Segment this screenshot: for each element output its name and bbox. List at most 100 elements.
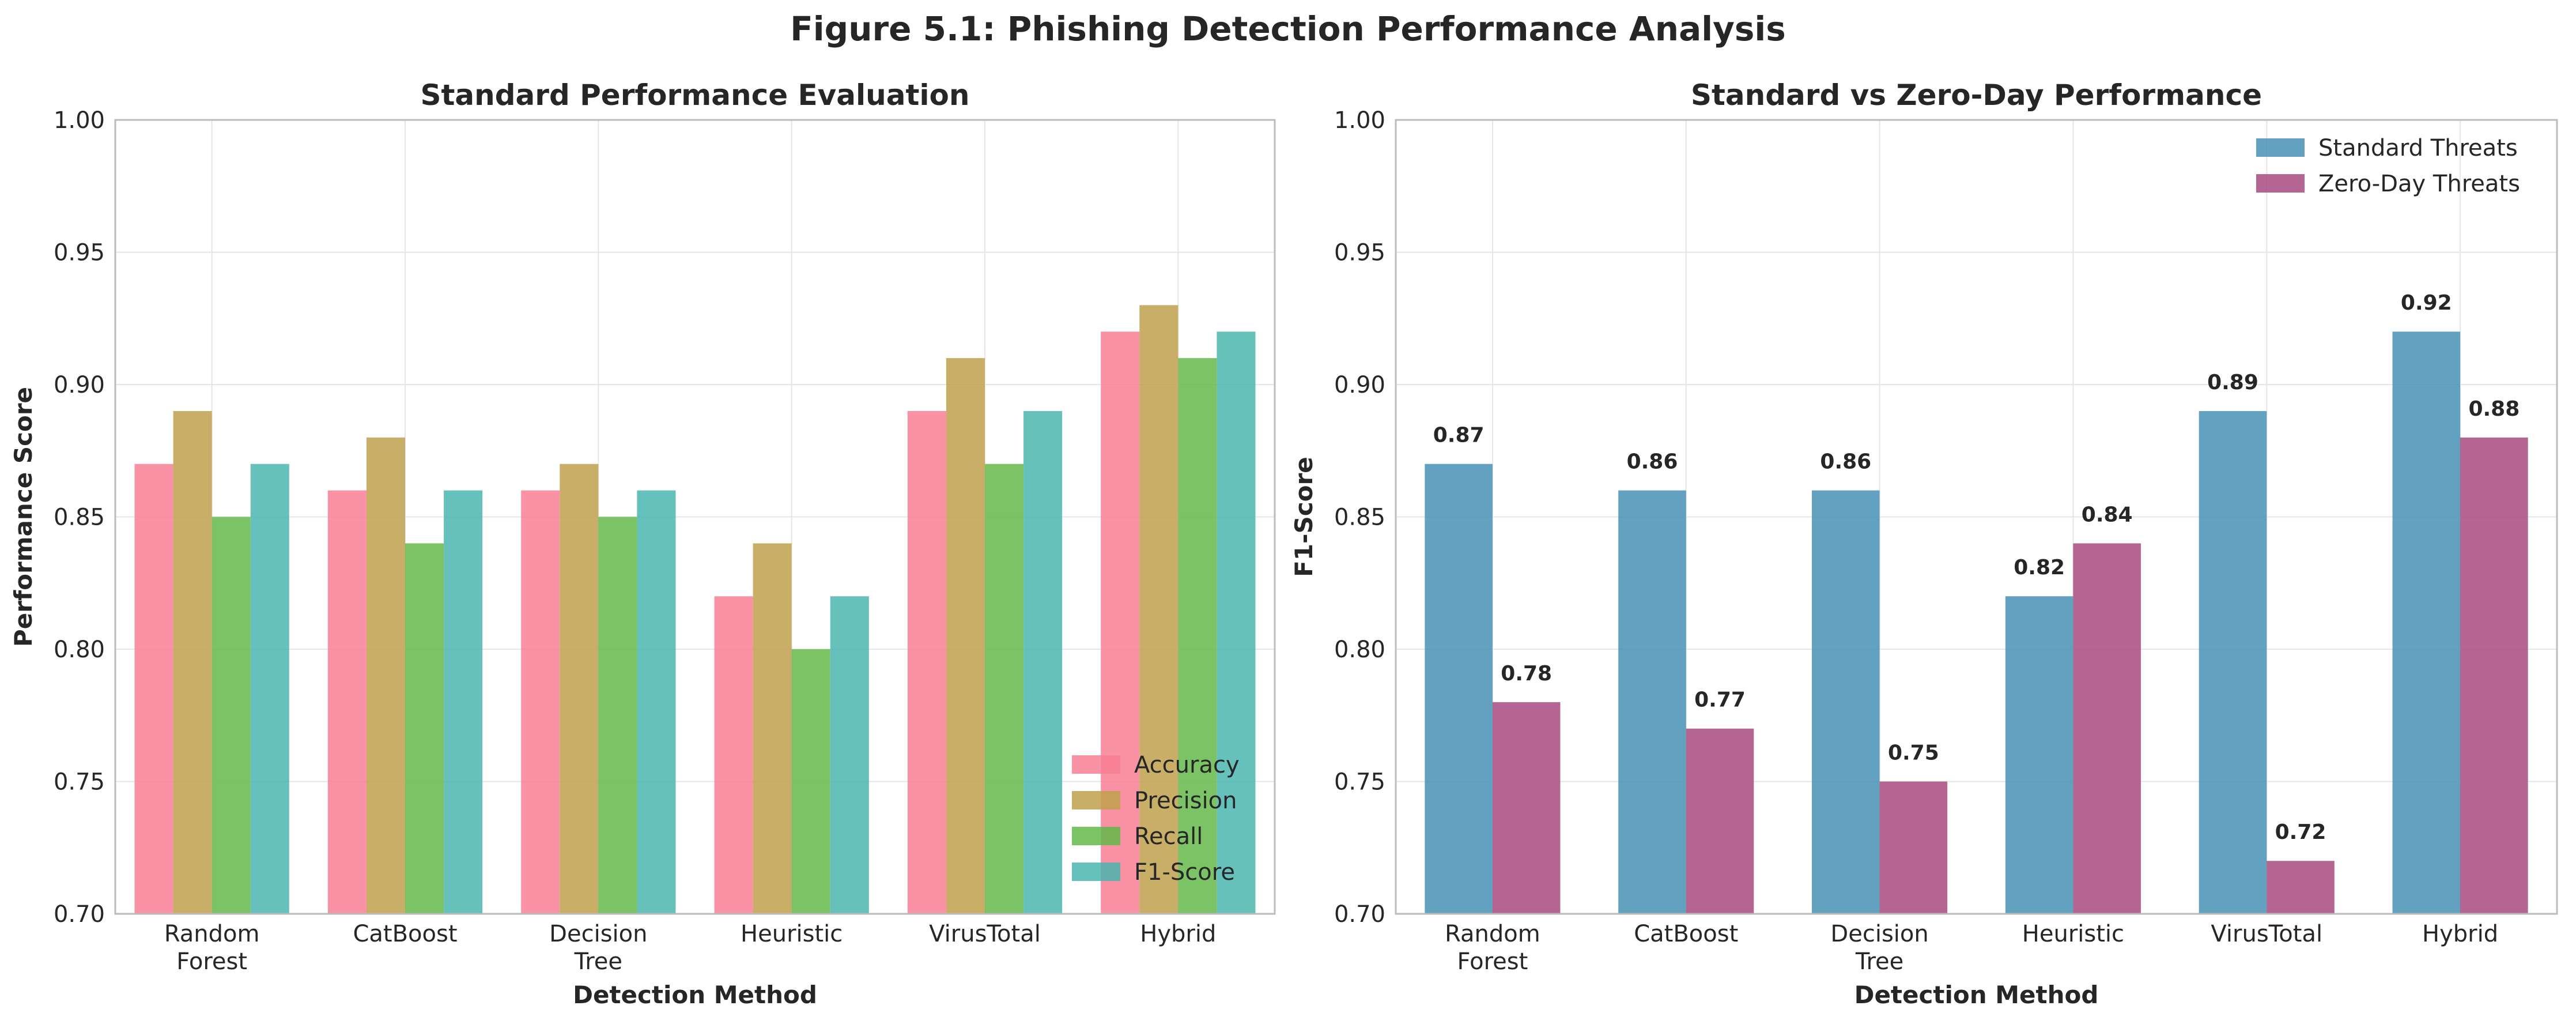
bar-standard-threats: [2392, 332, 2461, 914]
bar-zero-day-threats: [1686, 728, 1754, 914]
legend-swatch-accuracy: [1072, 755, 1120, 774]
bar-recall: [1178, 358, 1217, 914]
legend-swatch-standard-threats: [2256, 138, 2305, 157]
bar-f1-score: [830, 596, 869, 914]
bar-accuracy: [907, 411, 946, 914]
data-label: 0.77: [1694, 688, 1746, 712]
data-label: 0.86: [1820, 450, 1871, 474]
legend-label: Standard Threats: [2318, 135, 2518, 161]
legend-label: F1-Score: [1134, 859, 1235, 886]
legend-label: Accuracy: [1134, 752, 1240, 778]
y-axis-label: Performance Score: [9, 387, 37, 647]
data-label: 0.82: [2014, 556, 2065, 579]
bar-precision: [1139, 305, 1179, 914]
x-tick-label: CatBoost: [353, 921, 457, 947]
y-tick-label: 0.80: [54, 637, 105, 663]
plot-frame: [114, 119, 1276, 915]
data-label: 0.78: [1501, 662, 1552, 686]
x-tick-label: Decision Tree: [549, 921, 647, 975]
bar-standard-threats: [2005, 596, 2073, 914]
data-label: 0.89: [2207, 371, 2258, 394]
x-tick-label: Heuristic: [741, 921, 843, 947]
bar-recall: [985, 464, 1024, 914]
y-tick-label: 0.90: [54, 372, 105, 398]
bar-precision: [366, 437, 405, 914]
y-tick-label: 0.85: [1334, 504, 1385, 531]
bar-f1-score: [1023, 411, 1063, 914]
bar-standard-threats: [1425, 464, 1493, 914]
bar-standard-threats: [1618, 490, 1686, 914]
legend-swatch-recall: [1072, 827, 1120, 845]
x-tick-label: Decision Tree: [1830, 921, 1928, 975]
data-label: 0.87: [1433, 424, 1485, 447]
bar-f1-score: [250, 464, 289, 914]
bar-f1-score: [637, 490, 676, 914]
plot-frame: [1395, 119, 2558, 915]
bar-precision: [173, 411, 212, 914]
data-label: 0.88: [2468, 397, 2520, 421]
bar-zero-day-threats: [1492, 702, 1561, 914]
y-tick-label: 0.95: [1334, 240, 1385, 266]
x-axis-label: Detection Method: [1854, 981, 2099, 1009]
bar-f1-score: [444, 490, 483, 914]
legend-label: Recall: [1134, 823, 1203, 850]
y-tick-label: 0.75: [1334, 769, 1385, 796]
y-tick-label: 1.00: [54, 107, 105, 134]
bar-accuracy: [1101, 332, 1140, 914]
chart-title: Standard vs Zero-Day Performance: [1691, 78, 2262, 112]
x-axis-label: Detection Method: [573, 981, 817, 1009]
legend: Standard Threats Zero-Day Threats: [2256, 135, 2520, 197]
x-tick-label: VirusTotal: [2211, 921, 2322, 947]
bar-standard-threats: [1812, 490, 1880, 914]
x-tick-label: CatBoost: [1634, 921, 1738, 947]
y-tick-label: 0.95: [54, 240, 105, 266]
bar-f1-score: [1217, 332, 1256, 914]
bar-recall: [598, 517, 637, 914]
data-label: 0.75: [1888, 741, 1939, 765]
x-tick-label: Heuristic: [2022, 921, 2124, 947]
x-tick-label: Hybrid: [1140, 921, 1216, 947]
bar-precision: [946, 358, 985, 914]
bar-zero-day-threats: [1879, 781, 1948, 914]
bar-zero-day-threats: [2267, 861, 2335, 914]
x-tick-label: Hybrid: [2422, 921, 2498, 947]
data-label: 0.72: [2275, 820, 2326, 844]
y-tick-label: 1.00: [1334, 107, 1385, 134]
data-label: 0.92: [2401, 291, 2452, 315]
bar-precision: [753, 543, 792, 914]
bar-accuracy: [521, 490, 560, 914]
legend: Accuracy Precision Recall F1-Score: [1072, 752, 1240, 886]
bar-recall: [405, 543, 444, 914]
bar-precision: [560, 464, 599, 914]
legend-label: Zero-Day Threats: [2318, 171, 2520, 197]
performance-chart: 0.70 0.75 0.80 0.85 0.90 0.95 1.00 Random Forest…: [9, 78, 1276, 1009]
y-tick-label: 0.80: [1334, 637, 1385, 663]
figure-title: Figure 5.1: Phishing Detection Performan…: [790, 9, 1786, 48]
x-tick-label: Random Forest: [164, 921, 260, 975]
y-tick-label: 0.85: [54, 504, 105, 531]
y-tick-label: 0.90: [1334, 372, 1385, 398]
chart-title: Standard Performance Evaluation: [421, 78, 970, 112]
legend-swatch-zero-day-threats: [2256, 174, 2305, 193]
bar-recall: [791, 649, 830, 914]
y-axis-label: F1-Score: [1290, 457, 1318, 577]
legend-swatch-precision: [1072, 791, 1120, 809]
bar-accuracy: [714, 596, 753, 914]
bar-accuracy: [134, 464, 173, 914]
bar-zero-day-threats: [2460, 437, 2528, 914]
data-label: 0.86: [1627, 450, 1678, 474]
legend-label: Precision: [1134, 788, 1237, 814]
y-tick-label: 0.75: [54, 769, 105, 796]
bar-zero-day-threats: [2073, 543, 2141, 914]
y-tick-label: 0.70: [54, 901, 105, 928]
y-tick-label: 0.70: [1334, 901, 1385, 928]
x-tick-label: Random Forest: [1445, 921, 1540, 975]
bar-standard-threats: [2199, 411, 2267, 914]
zero-day-chart: 0.87 0.86 0.86 0.82 0.89 0.92 0.78 0.77 0.75 0.84…: [1290, 78, 2558, 1009]
bar-accuracy: [327, 490, 367, 914]
x-tick-label: VirusTotal: [929, 921, 1041, 947]
data-label: 0.84: [2082, 503, 2133, 526]
bar-recall: [211, 517, 251, 914]
